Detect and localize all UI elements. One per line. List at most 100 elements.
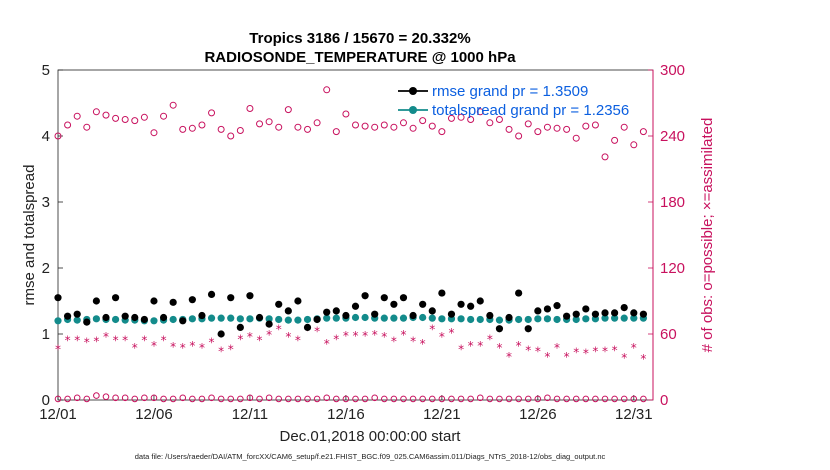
totalspread-point: [572, 315, 580, 324]
chart-subtitle: RADIOSONDE_TEMPERATURE @ 1000 hPa: [204, 49, 516, 66]
zero-count-point: [563, 395, 570, 403]
assimilated-count-point: *: [400, 328, 406, 342]
zero-count-point: [313, 395, 321, 403]
rmse-point: [476, 297, 484, 305]
rmse-point: [284, 307, 292, 315]
possible-count-point: [438, 128, 446, 136]
rmse-point: [601, 309, 609, 317]
totalspread-point: [236, 315, 244, 323]
possible-count-point: [323, 86, 331, 94]
totalspread-point: [390, 314, 398, 322]
zero-count-point: [486, 395, 494, 403]
zero-count-point: [361, 395, 369, 403]
rmse-point: [361, 292, 369, 300]
assimilated-count-point: *: [295, 334, 301, 348]
possible-count-point: [601, 153, 609, 161]
totalspread-point: [217, 314, 225, 322]
zero-count-point: [169, 395, 177, 403]
possible-count-point: [553, 124, 561, 132]
totalspread-point: [265, 315, 273, 323]
assimilated-count-point: *: [525, 343, 531, 357]
assimilated-count-point: *: [353, 329, 359, 343]
possible-count-point: [160, 112, 168, 120]
rmse-point: [303, 323, 312, 331]
zero-count-point: [601, 395, 609, 403]
assimilated-count-point: *: [410, 335, 416, 349]
possible-count-point: [227, 132, 235, 140]
zero-count-point: [419, 395, 426, 403]
possible-count-point: [83, 123, 91, 131]
possible-count-point: [121, 116, 129, 123]
zero-count-point: [246, 394, 254, 402]
rmse-point: [543, 305, 552, 313]
rmse-point: [342, 311, 350, 320]
x-tick-label: 12/16: [327, 406, 365, 423]
zero-count-point: [448, 395, 455, 403]
zero-count-point: [371, 394, 378, 402]
rmse-point: [505, 313, 513, 322]
possible-count-point: [332, 128, 340, 136]
possible-count-point: [284, 106, 292, 114]
assimilated-count-point: *: [420, 337, 426, 351]
totalspread-point: [284, 316, 292, 324]
zero-count-point: [380, 395, 388, 403]
possible-count-point: [361, 122, 369, 130]
possible-count-point: [236, 127, 244, 134]
possible-count-point: [246, 105, 254, 112]
rmse-point: [92, 297, 100, 305]
possible-count-point: [275, 123, 283, 131]
totalspread-point: [620, 314, 628, 322]
rmse-point: [524, 325, 532, 333]
zero-count-point: [227, 395, 235, 403]
zero-count-point: [304, 395, 311, 403]
chart-title: Tropics 3186 / 15670 = 20.332%: [249, 30, 470, 47]
possible-count-point: [188, 124, 196, 132]
rmse-point: [332, 307, 340, 315]
totalspread-point: [399, 314, 408, 322]
assimilated-count-point: *: [180, 341, 186, 355]
assimilated-count-point: *: [477, 339, 483, 353]
assimilated-count-point: *: [65, 334, 71, 348]
legend-rmse-marker: [409, 87, 417, 95]
assimilated-count-point: *: [93, 335, 99, 349]
rmse-point: [159, 313, 168, 322]
rmse-point: [467, 302, 475, 310]
totalspread-point: [92, 315, 100, 323]
zero-count-point: [73, 394, 81, 402]
possible-count-point: [457, 113, 465, 121]
assimilated-count-point: *: [429, 323, 435, 337]
y-tick-label: 5: [42, 62, 50, 79]
right-y-axis-label: # of obs: o=possible; ×=assimilated: [699, 118, 716, 353]
possible-count-point: [92, 108, 100, 116]
possible-count-point: [467, 116, 475, 123]
assimilated-count-point: *: [468, 339, 474, 353]
y-tick-label: 3: [42, 194, 50, 211]
totalspread-point: [169, 315, 177, 324]
rmse-point: [534, 307, 542, 315]
assimilated-count-point: *: [602, 345, 608, 359]
rmse-point: [380, 294, 388, 302]
rmse-point: [553, 302, 561, 310]
y-tick-label: 1: [42, 326, 50, 343]
rmse-point: [83, 318, 91, 326]
totalspread-point: [207, 314, 216, 322]
totalspread-point: [543, 315, 552, 323]
rmse-point: [140, 315, 148, 324]
totalspread-point: [188, 315, 196, 323]
totalspread-point: [419, 313, 427, 322]
rmse-point: [563, 312, 571, 320]
x-tick-label: 12/11: [232, 406, 268, 423]
rmse-point: [447, 310, 456, 318]
zero-count-point: [467, 395, 474, 403]
rmse-point: [169, 298, 177, 306]
zero-count-point: [534, 395, 542, 403]
possible-count-point: [515, 132, 523, 140]
rmse-point: [102, 313, 110, 322]
rmse-point: [207, 290, 216, 298]
right-y-tick-label: 180: [660, 194, 685, 211]
zero-count-point: [160, 395, 167, 403]
assimilated-count-point: *: [496, 341, 502, 355]
possible-count-point: [476, 108, 484, 116]
plot-area: [57, 69, 654, 401]
